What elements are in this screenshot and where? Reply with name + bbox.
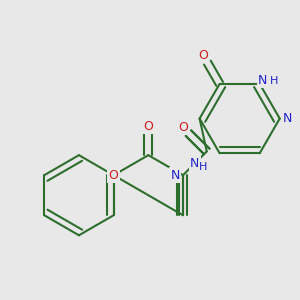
Text: O: O <box>178 121 188 134</box>
Text: O: O <box>109 169 118 182</box>
Text: H: H <box>270 76 278 85</box>
Text: N: N <box>170 169 180 182</box>
Text: N: N <box>190 157 200 170</box>
Text: N: N <box>283 112 292 125</box>
Text: O: O <box>198 49 208 62</box>
Text: O: O <box>143 120 153 133</box>
Text: O: O <box>178 121 188 134</box>
Text: N: N <box>258 74 268 87</box>
Text: H: H <box>199 162 208 172</box>
